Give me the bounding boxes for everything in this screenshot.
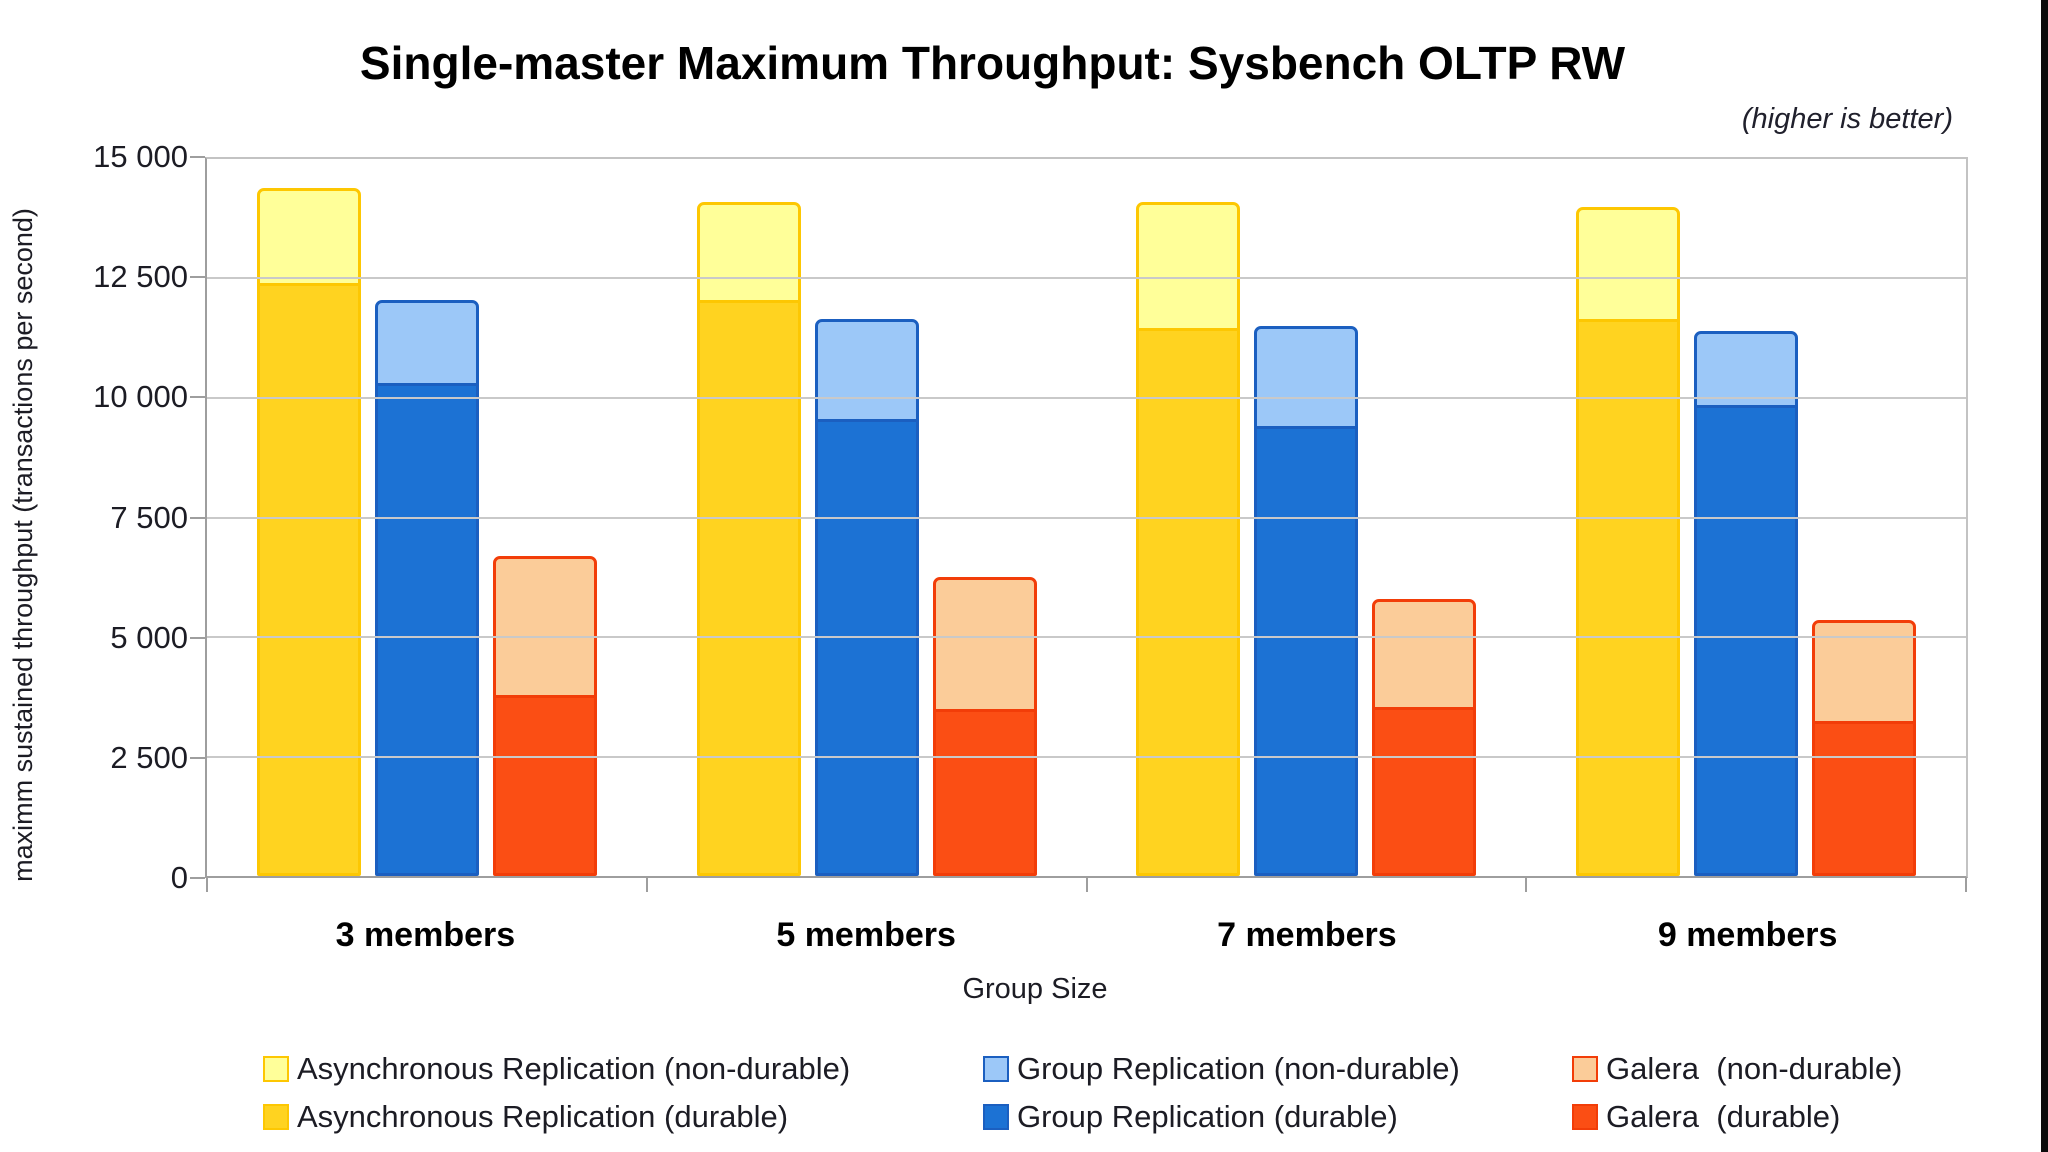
y-tick-label-0: 0 [170,860,188,895]
gridline-10000 [207,396,1966,399]
bar-async-replication-3-members [256,187,361,876]
gridline-2500 [207,755,1966,758]
legend-swatch-galera-durable-icon [1572,1104,1598,1130]
bar-group-replication-9-members [1694,331,1799,876]
y-tick-label-15000: 15 000 [93,139,188,174]
bar-durable-segment [495,694,594,873]
bar-durable-segment [1257,426,1356,873]
gridline-7500 [207,516,1966,519]
bar-group-replication-7-members [1254,326,1359,876]
y-axis-tickmarks [190,156,205,879]
legend-item-galera-durable: Galera (durable) [1572,1099,1840,1135]
category-3-members [207,159,647,876]
bar-galera-3-members [492,555,597,876]
bar-durable-segment [1375,707,1474,873]
legend-item-group-nondurable: Group Replication (non-durable) [983,1051,1460,1087]
legend-item-group-durable: Group Replication (durable) [983,1099,1398,1135]
gridline-5000 [207,635,1966,638]
bar-durable-segment [935,709,1034,873]
bar-galera-5-members [932,577,1037,876]
x-axis-title: Group Size [962,973,1108,1005]
category-5-members [647,159,1087,876]
bar-durable-segment [1815,721,1914,873]
x-tickmark [1965,878,1967,892]
x-tickmark [1085,878,1088,892]
bars-row [207,159,1966,876]
legend-swatch-galera-nondurable-icon [1572,1056,1598,1082]
plot-area [205,157,1968,892]
y-tickmark [190,516,205,519]
legend-item-async-nondurable: Asynchronous Replication (non-durable) [263,1051,850,1087]
bar-durable-segment [377,383,476,873]
legend-swatch-async-nondurable-icon [263,1056,289,1082]
legend-label: Asynchronous Replication (non-durable) [297,1051,851,1086]
bar-durable-segment [259,283,358,873]
bar-durable-segment [1579,318,1678,873]
bar-group-replication-5-members [814,319,919,876]
legend-label: Asynchronous Replication (durable) [297,1099,789,1134]
legend-label: Group Replication (non-durable) [1017,1051,1460,1086]
bar-async-replication-9-members [1576,206,1681,876]
y-tick-label-2500: 2 500 [110,739,188,775]
y-tick-label-7500: 7 500 [110,499,188,535]
legend-label: Galera (durable) [1606,1099,1841,1134]
category-7-members [1087,159,1527,876]
x-label-7-members: 7 members [1217,916,1397,954]
bar-durable-segment [699,299,798,873]
x-tickmark [645,878,648,892]
bar-durable-segment [1139,328,1238,873]
y-tickmark [190,756,205,759]
y-tickmark [190,276,205,279]
x-tickmark [206,878,208,892]
legend-swatch-group-nondurable-icon [983,1056,1009,1082]
y-tickmark [190,877,205,879]
bar-galera-7-members [1372,598,1477,876]
x-tickmark [1525,878,1528,892]
legend-label: Group Replication (durable) [1017,1099,1398,1134]
y-tickmark [190,396,205,399]
legend-swatch-async-durable-icon [263,1104,289,1130]
y-tick-label-10000: 10 000 [93,379,188,415]
y-tickmark [190,156,205,158]
legend-item-async-durable: Asynchronous Replication (durable) [263,1099,788,1135]
y-tick-label-5000: 5 000 [110,619,188,655]
legend-label: Galera (non-durable) [1606,1051,1903,1086]
bar-durable-segment [1697,405,1796,873]
bar-async-replication-5-members [696,202,801,876]
x-label-9-members: 9 members [1657,916,1838,954]
bar-group-replication-3-members [374,300,479,876]
higher-is-better-note: (higher is better) [1741,103,1953,135]
x-label-3-members: 3 members [335,916,516,954]
legend-swatch-group-durable-icon [983,1104,1009,1130]
bar-durable-segment [817,419,916,873]
x-label-5-members: 5 members [776,916,956,954]
bar-async-replication-7-members [1136,202,1241,876]
gridline-12500 [207,277,1966,280]
y-tick-label-12500: 12 500 [93,259,188,295]
y-tickmark [190,636,205,639]
y-axis-tick-labels: 15 000 12 500 10 000 7 500 5 000 2 500 0 [0,139,188,895]
legend-item-galera-nondurable: Galera (non-durable) [1572,1051,1902,1087]
bar-galera-9-members [1812,620,1917,876]
screen-right-edge-strip [2041,0,2048,1152]
category-9-members [1526,159,1966,876]
chart-title: Single-master Maximum Throughput: Sysben… [359,37,1626,89]
x-axis-labels: 3 members 5 members 7 members 9 members [205,916,1968,955]
